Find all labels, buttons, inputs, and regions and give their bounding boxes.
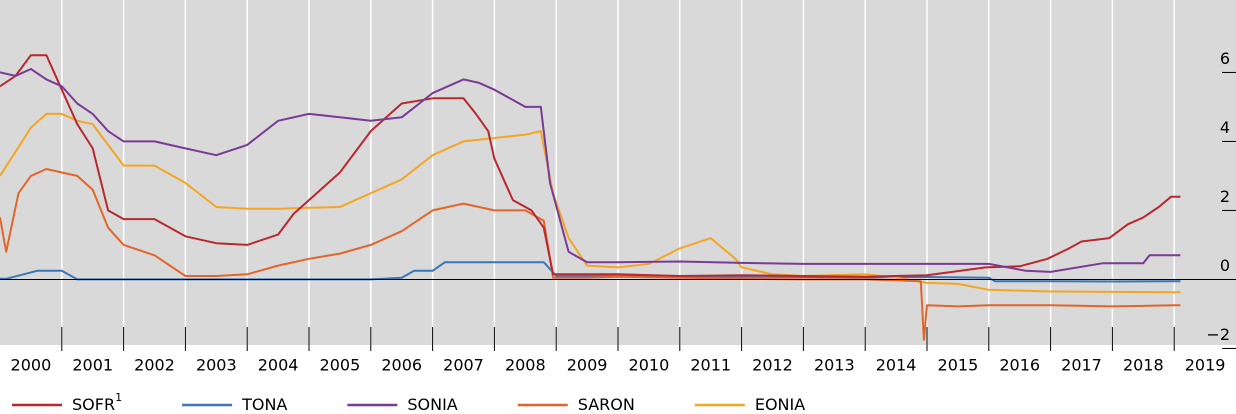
legend-label: SARON <box>578 395 635 414</box>
x-tick-label: 2015 <box>938 356 979 375</box>
legend-label: SOFR1 <box>72 391 122 414</box>
legend-label: TONA <box>241 395 287 414</box>
x-tick-label: 2017 <box>1061 356 1102 375</box>
x-tick-label: 2014 <box>876 356 917 375</box>
y-tick-label: 0 <box>1220 256 1230 275</box>
y-tick-label: −2 <box>1206 325 1230 344</box>
legend-label: SONIA <box>407 395 457 414</box>
x-tick-label: 2018 <box>1123 356 1164 375</box>
x-tick-label: 2006 <box>381 356 422 375</box>
x-tick-label: 2013 <box>814 356 855 375</box>
x-tick-label: 2009 <box>567 356 608 375</box>
axes: 2000 2001 2002 2003 2004 2005 2006 2007 2008 2009… <box>0 49 1236 375</box>
x-tick-label: 2011 <box>690 356 731 375</box>
y-tick-label: 2 <box>1220 187 1230 206</box>
legend: SOFR1 TONA SONIA SARON EONIA <box>12 391 805 414</box>
legend-name: EONIA <box>755 395 805 414</box>
x-tick-label: 2005 <box>320 356 361 375</box>
legend-name: SOFR <box>72 395 115 414</box>
y-tick-label: 4 <box>1220 118 1230 137</box>
y-tick-label: 6 <box>1220 49 1230 68</box>
x-tick-label: 2010 <box>629 356 670 375</box>
legend-label: EONIA <box>755 395 805 414</box>
x-tick-label: 2003 <box>196 356 237 375</box>
series-line <box>0 112 1181 294</box>
x-tick-label: 2001 <box>72 356 113 375</box>
series-line <box>0 168 1181 341</box>
x-tick-label: 2007 <box>443 356 484 375</box>
series-line <box>0 68 1181 273</box>
x-tick-label: 2000 <box>11 356 52 375</box>
series-line <box>0 54 1181 278</box>
legend-footnote: 1 <box>115 391 122 404</box>
legend-name: TONA <box>241 395 287 414</box>
legend-name: SARON <box>578 395 635 414</box>
x-tick-label: 2016 <box>999 356 1040 375</box>
x-tick-label: 2004 <box>258 356 299 375</box>
legend-name: SONIA <box>407 395 457 414</box>
lines <box>0 54 1181 341</box>
x-tick-label: 2012 <box>752 356 793 375</box>
x-tick-label: 2019 <box>1185 356 1226 375</box>
grid <box>61 0 1175 345</box>
x-tick-label: 2008 <box>505 356 546 375</box>
x-tick-label: 2002 <box>134 356 175 375</box>
